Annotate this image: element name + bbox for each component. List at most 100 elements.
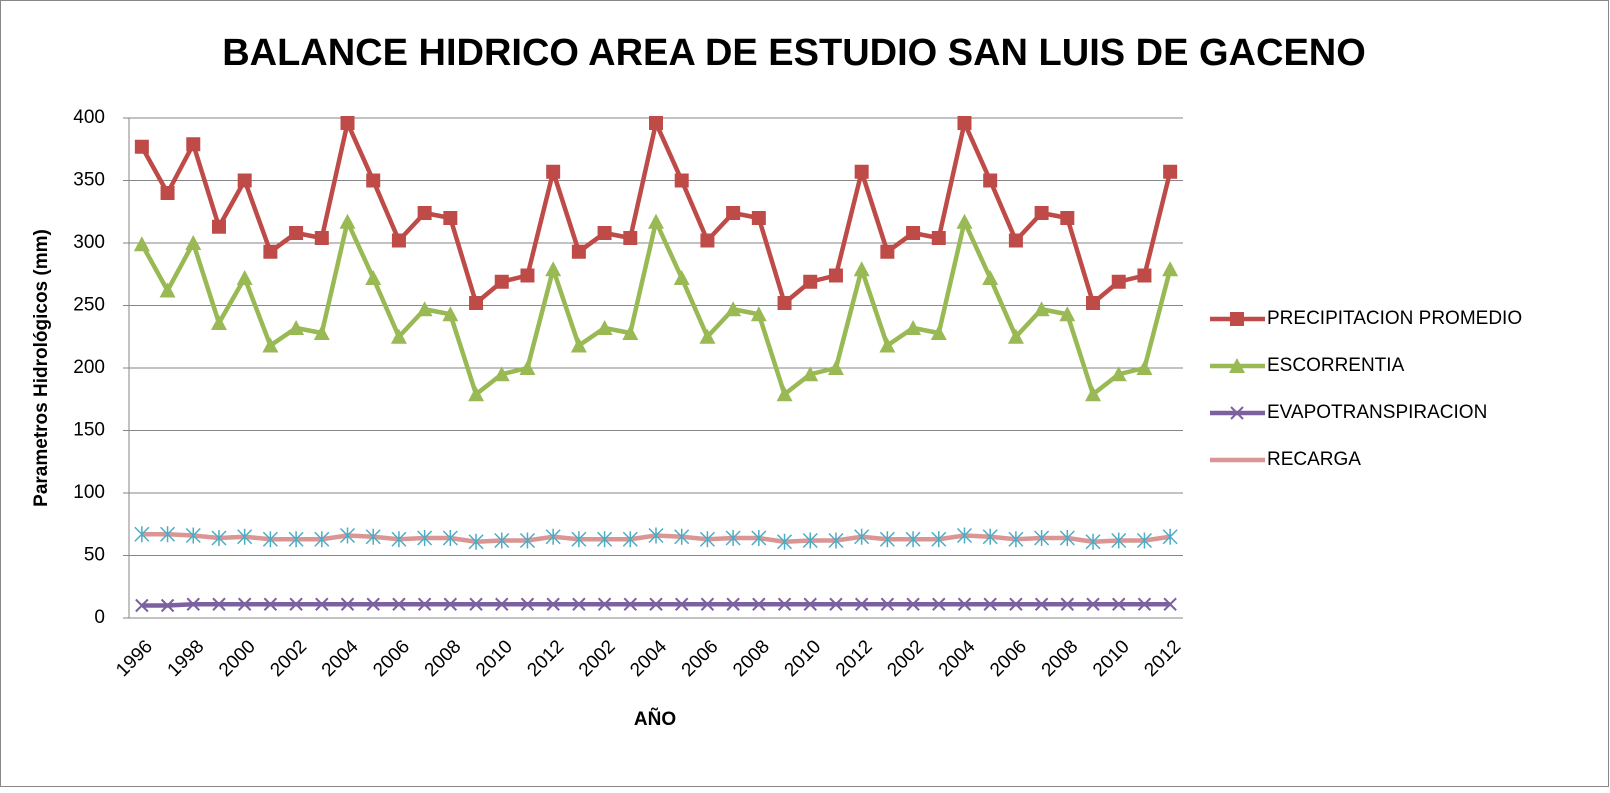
point <box>237 528 253 545</box>
point <box>1162 528 1178 545</box>
y-tick-label: 400 <box>73 107 105 128</box>
point <box>519 360 536 375</box>
point <box>417 206 432 220</box>
y-tick-label: 100 <box>73 482 105 503</box>
point <box>853 261 870 277</box>
point <box>494 274 509 289</box>
point <box>468 533 484 550</box>
point <box>1163 164 1178 179</box>
point <box>802 366 819 382</box>
point <box>289 597 303 611</box>
y-tick-label: 200 <box>73 357 105 378</box>
point <box>827 360 844 375</box>
point <box>545 261 562 277</box>
point <box>1060 211 1075 225</box>
point <box>365 528 381 545</box>
legend-label: PRECIPITACION PROMEDIO <box>1267 308 1522 329</box>
point <box>1007 328 1024 344</box>
y-tick-label: 250 <box>73 295 105 316</box>
point <box>159 282 176 298</box>
point <box>417 530 433 546</box>
point <box>315 597 329 611</box>
point <box>828 268 843 283</box>
point <box>700 597 715 611</box>
y-tick-label: 0 <box>94 607 105 628</box>
point <box>1085 386 1102 402</box>
point <box>649 116 663 130</box>
point <box>1033 301 1050 317</box>
point <box>699 531 715 548</box>
point <box>262 337 279 353</box>
point <box>648 527 664 544</box>
point <box>289 226 304 240</box>
point <box>572 597 586 611</box>
point <box>906 597 920 611</box>
point <box>520 268 535 283</box>
point <box>1086 597 1100 611</box>
point <box>1034 530 1050 546</box>
point <box>751 211 766 225</box>
chart-title: BALANCE HIDRICO AREA DE ESTUDIO SAN LUIS… <box>222 32 1366 74</box>
point <box>442 306 459 322</box>
point <box>854 597 869 611</box>
point <box>879 337 896 353</box>
point <box>1008 233 1023 248</box>
y-tick-label: 300 <box>73 232 105 253</box>
point <box>1162 261 1179 277</box>
point <box>366 597 380 611</box>
point <box>366 173 381 188</box>
point <box>930 325 947 340</box>
point <box>1230 406 1244 420</box>
x-axis-label: AÑO <box>634 708 676 730</box>
point <box>1059 306 1076 322</box>
point <box>1085 533 1101 550</box>
point <box>931 531 947 548</box>
point <box>982 528 998 545</box>
point <box>212 597 226 611</box>
point <box>726 597 740 611</box>
point <box>237 173 252 188</box>
point <box>1110 366 1127 382</box>
point <box>1137 597 1152 611</box>
point <box>1034 597 1049 611</box>
point <box>751 530 767 546</box>
point <box>339 527 356 544</box>
point <box>469 296 484 310</box>
point <box>828 532 844 549</box>
point <box>752 597 766 611</box>
point <box>391 233 406 248</box>
point <box>1136 360 1153 375</box>
point <box>391 531 407 548</box>
point <box>210 315 227 330</box>
point <box>700 233 715 248</box>
point <box>288 531 304 548</box>
point <box>623 597 638 611</box>
point <box>725 530 741 546</box>
point <box>803 597 817 611</box>
point <box>340 597 355 611</box>
point <box>1111 274 1126 289</box>
point <box>879 531 895 548</box>
point <box>340 116 355 130</box>
point <box>803 274 818 289</box>
point <box>519 532 535 549</box>
point <box>725 301 742 317</box>
point <box>829 597 843 611</box>
point <box>417 597 432 611</box>
point <box>1229 358 1245 373</box>
y-tick-label: 150 <box>73 420 105 441</box>
point <box>314 531 330 548</box>
point <box>263 244 278 259</box>
point <box>1163 597 1177 611</box>
point <box>443 211 458 225</box>
point <box>1137 268 1152 283</box>
point <box>545 528 561 545</box>
point <box>880 244 895 259</box>
point <box>1034 206 1049 220</box>
point <box>674 597 689 611</box>
point <box>390 328 407 344</box>
point <box>983 597 997 611</box>
point <box>570 337 587 353</box>
point <box>313 325 330 340</box>
point <box>365 270 382 285</box>
